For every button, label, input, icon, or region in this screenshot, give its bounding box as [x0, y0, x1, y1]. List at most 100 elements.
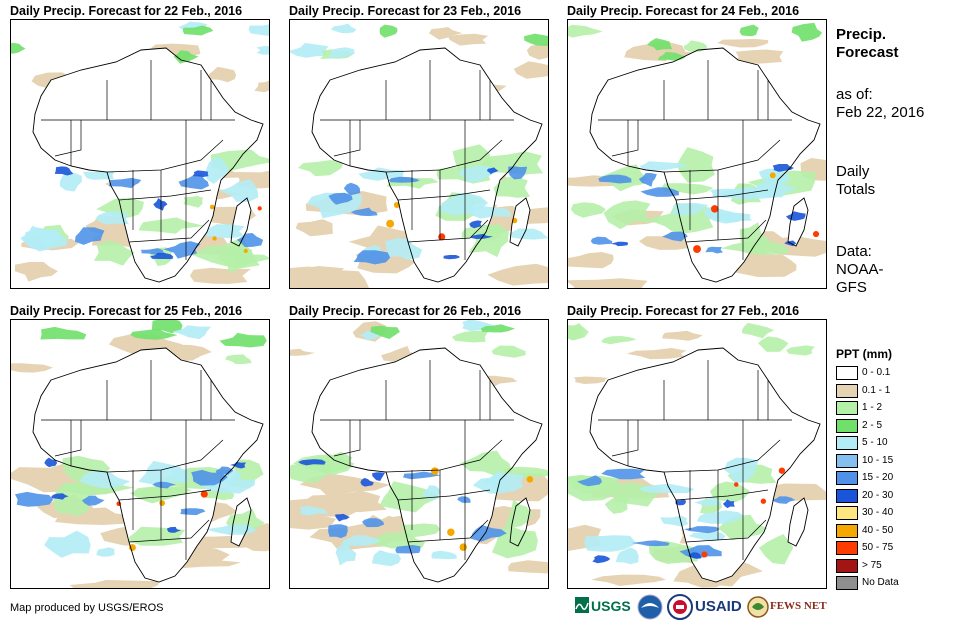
precip-area [400, 523, 441, 538]
precip-area [601, 336, 637, 345]
precip-area [298, 160, 343, 177]
precip-area [422, 485, 442, 500]
usaid-logo: USAID [695, 595, 751, 622]
precip-area [638, 173, 657, 187]
precip-area [683, 40, 707, 52]
country-border [333, 420, 361, 457]
precip-area [138, 460, 189, 485]
coastline [32, 47, 264, 283]
usgs-logo: USGS [575, 595, 633, 624]
precip-area-light [302, 490, 387, 513]
precip-area [493, 176, 531, 198]
precip-area [639, 161, 689, 171]
country-border [611, 120, 639, 157]
fews-net-logo-text: FEWS NET [770, 600, 827, 612]
precip-area [230, 461, 247, 469]
legend-label: 10 - 15 [862, 454, 894, 466]
noaa-logo [637, 594, 663, 625]
precip-area [328, 47, 355, 59]
precip-area [298, 459, 326, 466]
as-of-date: Feb 22, 2016 [836, 104, 925, 121]
precip-spot [159, 500, 165, 506]
precip-spot [778, 467, 786, 474]
precip-area [457, 496, 471, 503]
precip-spot [386, 219, 395, 228]
precip-area [468, 224, 509, 258]
precip-area-light [735, 254, 797, 278]
precip-area [684, 526, 720, 534]
precip-area [739, 24, 759, 37]
precip-area [335, 513, 350, 522]
precip-area-light [526, 43, 548, 60]
precip-spot [447, 528, 455, 536]
precip-area [225, 354, 252, 364]
precip-area [592, 555, 611, 564]
precip-area [379, 481, 441, 513]
precip-area [676, 147, 715, 183]
precip-area [491, 345, 526, 358]
legend-swatch [836, 471, 858, 485]
precip-area-light [568, 252, 614, 269]
precip-area-light [290, 266, 370, 288]
precip-area-light [487, 263, 548, 286]
precip-area [180, 508, 206, 516]
country-border [663, 139, 781, 173]
precip-area [138, 217, 205, 234]
country-border [663, 439, 781, 473]
precip-area [11, 42, 26, 54]
coastline [589, 347, 821, 583]
precip-area [688, 552, 701, 559]
precip-area-light [11, 363, 53, 373]
precip-area [568, 24, 603, 38]
country-border [385, 439, 503, 473]
coastline [230, 197, 252, 247]
precip-area [601, 468, 646, 480]
country-border [397, 189, 491, 201]
precip-area [709, 188, 760, 198]
precip-area [20, 225, 62, 250]
map-panel-3: Daily Precip. Forecast for 24 Feb., 2016 [567, 4, 837, 294]
precip-area [741, 322, 775, 339]
precip-area [215, 466, 234, 475]
precip-area [166, 526, 182, 533]
precip-area [379, 24, 398, 38]
precip-area [758, 168, 790, 188]
legend-label: 5 - 10 [862, 437, 888, 448]
precip-area [724, 457, 759, 485]
precip-area [151, 320, 183, 334]
precip-area [657, 51, 687, 61]
legend-label: 2 - 5 [862, 419, 883, 431]
precip-spot [526, 476, 534, 483]
precip-area [395, 545, 421, 554]
precip-area [360, 477, 374, 487]
precip-area [54, 166, 74, 176]
legend-swatch [836, 436, 858, 450]
side-title-line1: Precip. [836, 26, 887, 43]
precip-area [470, 233, 493, 239]
precip-area [308, 451, 353, 474]
country-border [397, 489, 491, 501]
data-line2: NOAA- [836, 261, 884, 278]
precip-area [79, 469, 131, 489]
precip-area [219, 179, 259, 202]
precip-area [15, 491, 54, 507]
precip-area [505, 499, 533, 528]
precip-area [134, 485, 192, 498]
map-panel-1: Daily Precip. Forecast for 22 Feb., 2016 [10, 4, 280, 294]
map-credit: Map produced by USGS/EROS [10, 602, 164, 614]
precip-area-light [626, 348, 687, 360]
precip-spot [209, 204, 215, 210]
precip-spot [733, 482, 739, 487]
precip-area [577, 475, 602, 487]
data-line1: Data: [836, 243, 872, 260]
precip-area-light [254, 80, 269, 93]
usaid-seal-logo [667, 594, 693, 625]
country-border [333, 120, 361, 157]
precip-area [370, 325, 400, 339]
land-area [788, 198, 808, 246]
precip-area [173, 50, 199, 64]
precip-area [81, 495, 105, 506]
precip-area [451, 330, 489, 343]
as-of-label: as of: [836, 86, 873, 103]
precip-area [524, 33, 548, 46]
